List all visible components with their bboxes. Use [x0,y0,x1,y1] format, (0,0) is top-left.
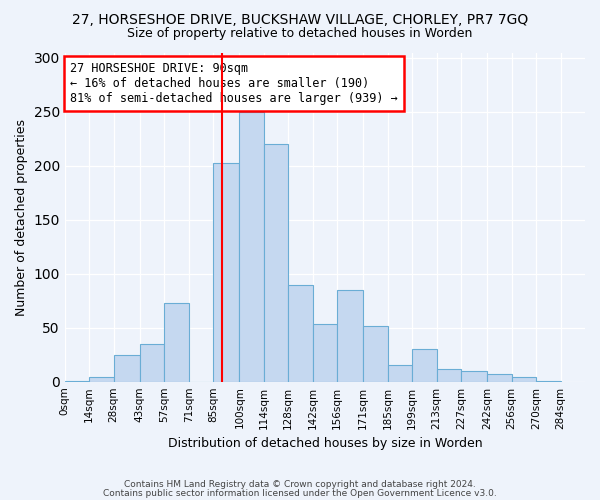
Bar [487,374,512,382]
Bar [412,350,437,382]
Bar [461,371,487,382]
Bar [140,344,164,382]
Bar [437,368,461,382]
Bar [536,380,560,382]
X-axis label: Distribution of detached houses by size in Worden: Distribution of detached houses by size … [167,437,482,450]
Bar [364,326,388,382]
Bar [239,112,264,382]
Bar [89,378,113,382]
Bar [512,378,536,382]
Bar [388,366,412,382]
Bar [65,380,89,382]
Bar [264,144,288,382]
Text: Contains HM Land Registry data © Crown copyright and database right 2024.: Contains HM Land Registry data © Crown c… [124,480,476,489]
Text: 27, HORSESHOE DRIVE, BUCKSHAW VILLAGE, CHORLEY, PR7 7GQ: 27, HORSESHOE DRIVE, BUCKSHAW VILLAGE, C… [72,12,528,26]
Text: Contains public sector information licensed under the Open Government Licence v3: Contains public sector information licen… [103,489,497,498]
Bar [337,290,364,382]
Bar [113,354,140,382]
Bar [313,324,337,382]
Y-axis label: Number of detached properties: Number of detached properties [15,118,28,316]
Bar [213,162,239,382]
Bar [288,284,313,382]
Text: Size of property relative to detached houses in Worden: Size of property relative to detached ho… [127,28,473,40]
Bar [164,303,189,382]
Text: 27 HORSESHOE DRIVE: 90sqm
← 16% of detached houses are smaller (190)
81% of semi: 27 HORSESHOE DRIVE: 90sqm ← 16% of detac… [70,62,398,106]
